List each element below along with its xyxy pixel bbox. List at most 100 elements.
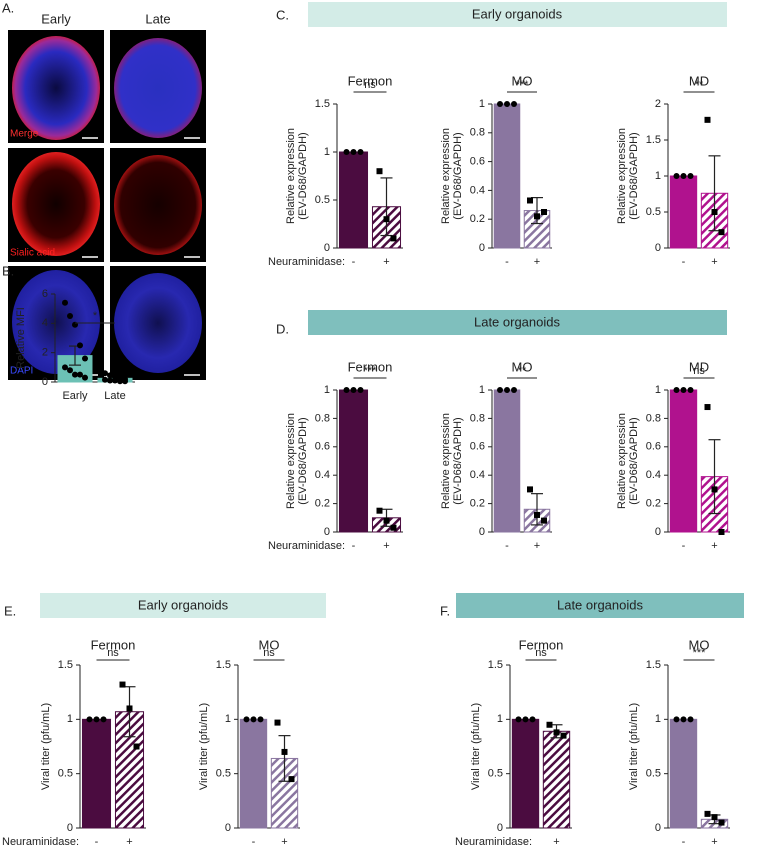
y-axis-label: (EV-D68/GAPDH): [452, 132, 464, 219]
group-headers: Early organoids Late organoids Early org…: [40, 2, 744, 618]
y-axis-label: Relative expression: [285, 413, 297, 509]
data-point: [376, 507, 383, 514]
significance-label: ***: [364, 365, 378, 377]
organoid: [114, 155, 202, 255]
data-point: [117, 378, 123, 385]
y-tick-label: 0.2: [470, 498, 485, 510]
data-point: [82, 355, 88, 362]
y-tick-label: 1: [324, 146, 330, 158]
bar-chart: 0 0.2 0.4 0.6 0.8 1 Relative expression (EV-D68…: [616, 359, 730, 552]
column-label: Late: [145, 11, 170, 26]
data-point: [711, 486, 718, 493]
y-tick-label: 1: [479, 384, 485, 396]
data-point: [343, 149, 350, 155]
y-tick-label: 2: [42, 347, 48, 359]
data-point: [673, 716, 680, 723]
significance-label: **: [518, 365, 527, 377]
y-axis-label: Relative expression: [440, 413, 452, 509]
bar-chart: 0 0.5 1 1.5 Relative expression (EV-D68/GAPDH…: [268, 73, 403, 268]
image-label: Sialic acid: [10, 248, 55, 259]
x-tick-label: +: [711, 836, 717, 848]
significance-label: ns: [364, 79, 376, 91]
image-label: DAPI: [10, 366, 33, 377]
panel-label: E.: [4, 603, 16, 618]
y-tick-label: 1.5: [216, 659, 231, 671]
x-tick-label: -: [252, 836, 256, 848]
x-tick-label: -: [524, 836, 528, 848]
significance-label: ns: [535, 647, 547, 659]
y-tick-label: 2: [655, 98, 661, 110]
organoid: [114, 38, 202, 138]
panel-label: A.: [2, 0, 14, 15]
data-point: [515, 716, 522, 723]
y-tick-label: 0: [655, 822, 661, 834]
bar: [511, 718, 540, 829]
y-tick-label: 1: [497, 713, 503, 725]
data-point: [390, 235, 397, 242]
data-point: [680, 716, 687, 723]
y-axis-label: Relative expression: [616, 128, 628, 224]
bar-chart: 0 0.2 0.4 0.6 0.8 1 Relative expression (EV-D68…: [440, 73, 552, 268]
chart-title: MO: [512, 73, 533, 88]
chart-title: MO: [512, 359, 533, 374]
data-point: [704, 810, 711, 817]
data-point: [718, 819, 725, 826]
y-tick-label: 1.5: [488, 659, 503, 671]
data-point: [350, 387, 357, 393]
data-point: [687, 716, 694, 723]
data-point: [511, 387, 517, 393]
x-tick-label: +: [711, 256, 717, 268]
data-point: [553, 729, 560, 736]
y-tick-label: 1: [655, 713, 661, 725]
bar: [239, 718, 268, 829]
y-axis-label: Viral titer (pfu/mL): [470, 703, 482, 790]
data-point: [534, 511, 540, 518]
y-tick-label: 0: [67, 822, 73, 834]
data-point: [257, 716, 264, 723]
chart-title: Fermon: [519, 637, 564, 652]
header-box: [40, 593, 326, 618]
micrographs: Merge Sialic acid DAPI Early Late: [8, 11, 206, 380]
x-tick-label: +: [383, 256, 389, 268]
data-point: [77, 371, 83, 378]
y-tick-label: 0: [225, 822, 231, 834]
panel-label: D.: [276, 321, 289, 336]
x-axis-label: Neuraminidase:: [455, 836, 532, 848]
data-point: [243, 716, 250, 723]
y-tick-label: 0.4: [315, 469, 330, 481]
data-point: [680, 387, 687, 393]
bar: [493, 389, 521, 533]
bar: [493, 103, 521, 249]
data-point: [541, 517, 547, 524]
y-tick-label: 1.5: [58, 659, 73, 671]
x-tick-label: -: [352, 540, 356, 552]
significance-label: ns: [263, 647, 275, 659]
x-tick-label: +: [534, 540, 540, 552]
data-point: [541, 209, 547, 215]
y-tick-label: 0.8: [315, 412, 330, 424]
y-tick-label: 0: [655, 242, 661, 254]
y-tick-label: 1.5: [315, 98, 330, 110]
bar-chart: 0 0.2 0.4 0.6 0.8 1 Relative expression (EV-D68…: [268, 359, 403, 552]
bar: [81, 718, 112, 829]
bar: [669, 718, 698, 829]
x-tick-label: -: [682, 540, 686, 552]
chart-title: MO: [259, 637, 280, 652]
bar: [338, 151, 369, 249]
x-tick-label: -: [352, 256, 356, 268]
data-point: [560, 732, 567, 739]
bar: [669, 389, 698, 533]
header: Early organoids: [138, 597, 229, 612]
x-tick-label: +: [126, 836, 132, 848]
data-point: [350, 149, 357, 155]
data-point: [383, 216, 390, 223]
chart-title: Fermon: [91, 637, 136, 652]
data-point: [376, 168, 383, 175]
y-tick-label: 0.5: [58, 768, 73, 780]
y-axis-label: (EV-D68/GAPDH): [628, 417, 640, 504]
y-tick-label: 0.5: [646, 206, 661, 218]
y-tick-label: 1: [225, 713, 231, 725]
data-point: [119, 681, 126, 688]
y-tick-label: 0.6: [470, 156, 485, 168]
